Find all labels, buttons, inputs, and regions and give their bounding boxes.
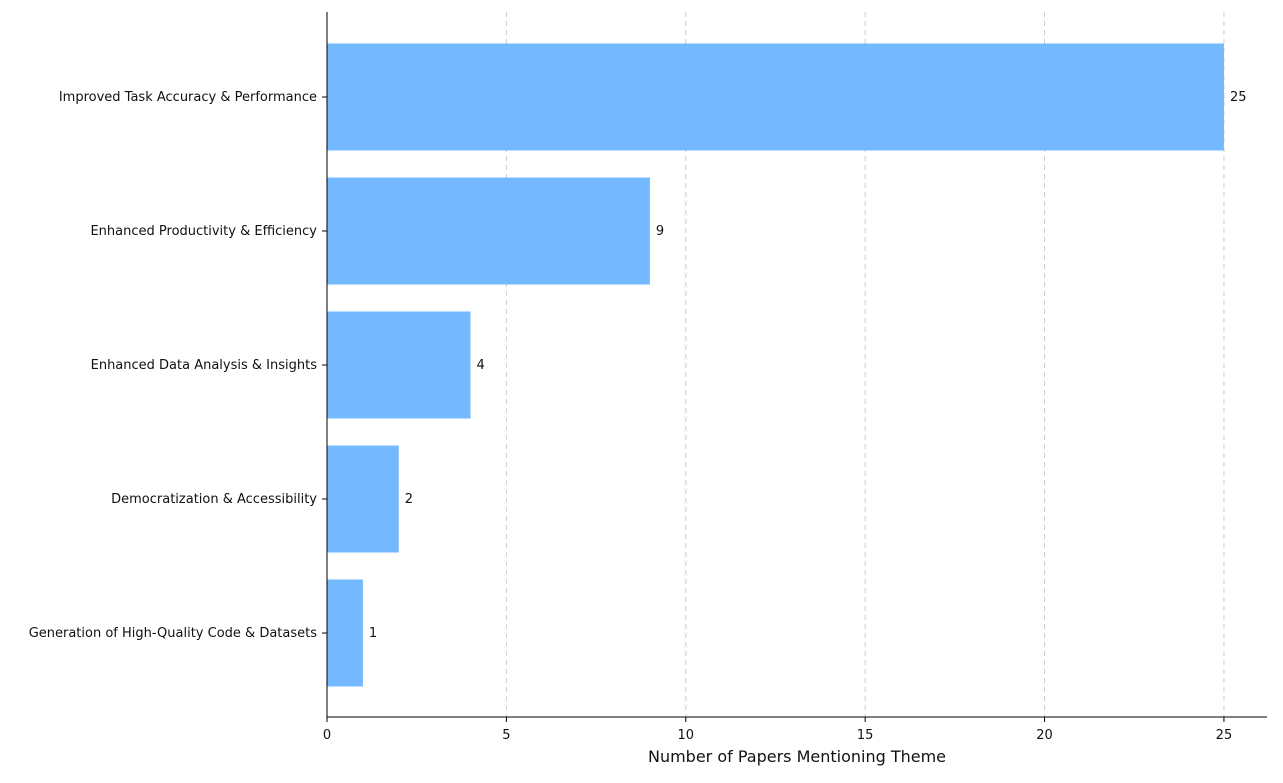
data-label: 9 (656, 224, 664, 239)
x-tick-label: 10 (678, 728, 695, 743)
x-tick-label: 15 (857, 728, 874, 743)
category-label: Improved Task Accuracy & Performance (59, 90, 317, 105)
data-label: 25 (1230, 90, 1247, 105)
x-tick-label: 20 (1036, 728, 1053, 743)
category-label: Enhanced Productivity & Efficiency (90, 224, 317, 239)
bar (327, 177, 650, 285)
bars (327, 43, 1224, 687)
bar (327, 43, 1224, 151)
bar (327, 579, 363, 687)
data-label: 2 (405, 492, 413, 507)
category-label: Democratization & Accessibility (111, 492, 317, 507)
x-tick-label: 0 (323, 728, 331, 743)
bar (327, 311, 471, 419)
data-label: 4 (477, 358, 485, 373)
category-label: Enhanced Data Analysis & Insights (91, 358, 318, 373)
x-tick-label: 5 (502, 728, 510, 743)
data-label: 1 (369, 626, 377, 641)
labels: 0 5 10 15 20 25 Improved Task Accuracy & Perfo… (29, 90, 1247, 743)
x-tick-label: 25 (1216, 728, 1233, 743)
category-label: Generation of High-Quality Code & Datase… (29, 626, 318, 641)
bar (327, 445, 399, 553)
x-axis-title: Number of Papers Mentioning Theme (648, 747, 946, 766)
